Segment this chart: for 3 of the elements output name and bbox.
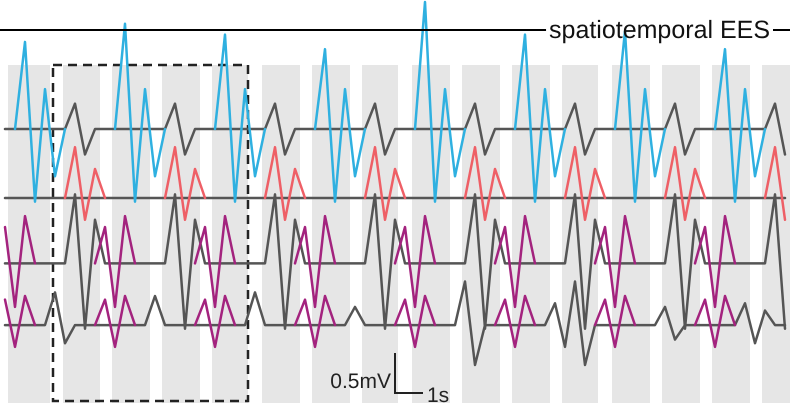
text: 1s: [427, 384, 450, 403]
text: 0.5mV: [330, 370, 391, 393]
annotation: spatiotemporal EES: [549, 16, 770, 44]
